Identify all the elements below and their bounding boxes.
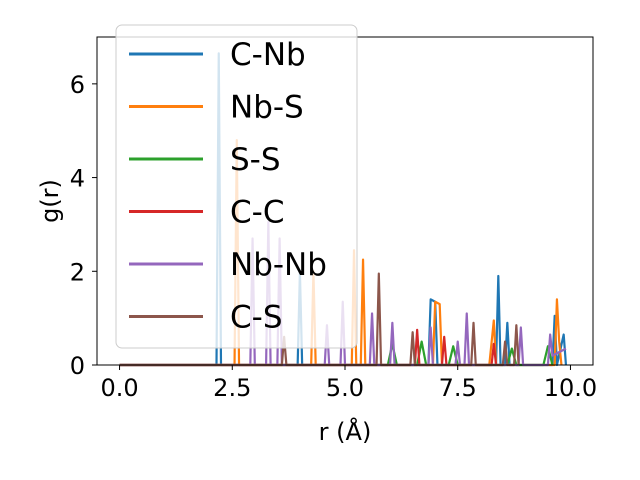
x-tick-label: 10.0: [544, 374, 597, 402]
x-axis-label: r (Å): [319, 417, 372, 446]
legend-label-4: Nb-Nb: [230, 247, 327, 283]
y-axis-label: g(r): [36, 179, 64, 223]
x-axis: 0.0 2.5 5.0 7.5 10.0: [100, 365, 597, 402]
legend-label-2: S-S: [230, 142, 281, 178]
series-line-3: [119, 328, 498, 367]
legend-label-5: C-S: [230, 300, 283, 336]
legend-label-0: C-Nb: [230, 37, 306, 73]
x-tick-label: 7.5: [439, 374, 477, 402]
x-tick-label: 0.0: [100, 374, 138, 402]
legend-label-1: Nb-S: [230, 90, 304, 126]
legend: C-Nb Nb-S S-S C-C Nb-Nb C-S: [115, 24, 358, 349]
y-tick-label: 0: [70, 352, 85, 380]
legend-label-3: C-C: [230, 195, 284, 231]
y-axis: 0 2 4 6: [70, 71, 97, 380]
y-tick-label: 2: [70, 258, 85, 286]
x-tick-label: 5.0: [326, 374, 364, 402]
x-tick-label: 2.5: [213, 374, 251, 402]
y-tick-label: 4: [70, 165, 85, 193]
y-tick-label: 6: [70, 71, 85, 99]
